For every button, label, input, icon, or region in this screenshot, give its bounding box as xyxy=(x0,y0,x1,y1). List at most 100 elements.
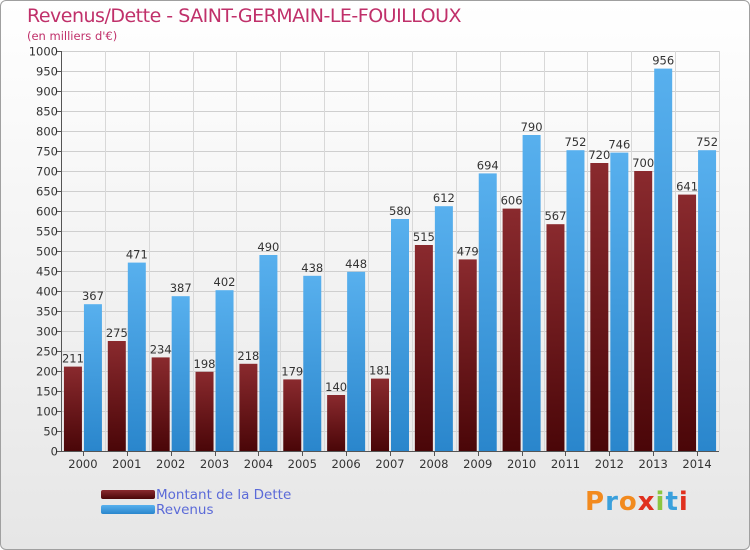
bar-dette-2007 xyxy=(371,378,389,451)
x-tick-label: 2004 xyxy=(244,457,273,471)
bar-dette-2010 xyxy=(502,208,521,451)
bar-dette-2014 xyxy=(678,194,697,451)
bar-dette-2000 xyxy=(63,366,82,451)
bar-dette-2002 xyxy=(151,357,170,451)
data-label: 140 xyxy=(325,380,347,394)
y-tick-label: 450 xyxy=(36,265,58,279)
data-label: 720 xyxy=(588,148,610,162)
legend-item-dette: Montant de la Dette xyxy=(101,486,292,503)
data-label: 448 xyxy=(345,257,367,271)
bar-revenus-2002 xyxy=(171,296,190,451)
bar-dette-2001 xyxy=(107,341,126,451)
y-tick-label: 600 xyxy=(36,205,58,219)
logo-letter: x xyxy=(637,487,656,517)
y-tick-label: 300 xyxy=(36,325,58,339)
x-tick-label: 2006 xyxy=(331,457,360,471)
data-label: 694 xyxy=(477,158,499,172)
bar-dette-2013 xyxy=(634,171,653,451)
data-label: 471 xyxy=(126,248,148,262)
data-label: 179 xyxy=(281,364,303,378)
y-tick-label: 200 xyxy=(36,365,58,379)
y-tick-label: 850 xyxy=(36,105,58,119)
y-tick-label: 250 xyxy=(36,345,58,359)
legend-label-dette: Montant de la Dette xyxy=(156,486,292,503)
x-tick-label: 2012 xyxy=(595,457,624,471)
data-label: 218 xyxy=(237,349,259,363)
y-tick-label: 900 xyxy=(36,85,58,99)
y-tick-label: 550 xyxy=(36,225,58,239)
bar-revenus-2014 xyxy=(698,150,717,451)
bar-dette-2003 xyxy=(195,371,214,451)
data-label: 402 xyxy=(214,275,236,289)
data-label: 198 xyxy=(194,357,216,371)
bar-revenus-2001 xyxy=(127,262,146,451)
y-tick-label: 750 xyxy=(36,145,58,159)
bar-revenus-2000 xyxy=(83,304,102,451)
data-label: 752 xyxy=(696,135,718,149)
x-tick-label: 2000 xyxy=(68,457,97,471)
data-labels: 211 367 275 471 234 387 198 402 218 490 179 438 140 4… xyxy=(62,54,718,394)
bar-revenus-2009 xyxy=(478,173,497,451)
y-tick-label: 1000 xyxy=(29,45,58,59)
data-label: 181 xyxy=(369,364,391,378)
data-label: 387 xyxy=(170,281,192,295)
data-label: 490 xyxy=(257,240,279,254)
y-tick-label: 0 xyxy=(51,445,58,459)
data-label: 700 xyxy=(632,156,654,170)
y-tick-label: 800 xyxy=(36,125,58,139)
bar-revenus-2007 xyxy=(391,219,409,451)
y-axis: 0 50 100 150 200 250 300 350 400 450 500 550 600 650 7… xyxy=(29,45,62,459)
bar-dette-2006 xyxy=(327,395,346,451)
data-label: 612 xyxy=(433,191,455,205)
y-tick-label: 150 xyxy=(36,385,58,399)
logo-letter: i xyxy=(655,487,666,517)
x-tick-label: 2001 xyxy=(112,457,141,471)
data-label: 567 xyxy=(544,209,566,223)
data-label: 234 xyxy=(150,342,172,356)
x-tick-label: 2011 xyxy=(551,457,580,471)
bar-revenus-2004 xyxy=(259,255,278,451)
data-label: 790 xyxy=(521,120,543,134)
bar-dette-2011 xyxy=(546,224,565,451)
x-tick-label: 2009 xyxy=(463,457,492,471)
data-label: 275 xyxy=(106,326,128,340)
chart-subtitle: (en milliers d'€) xyxy=(27,29,118,43)
bar-revenus-2005 xyxy=(303,275,322,451)
bars xyxy=(63,68,717,451)
x-tick-label: 2008 xyxy=(419,457,448,471)
x-tick-label: 2003 xyxy=(200,457,229,471)
bar-revenus-2012 xyxy=(610,152,629,451)
chart-title: Revenus/Dette - SAINT-GERMAIN-LE-FOUILLO… xyxy=(27,5,462,27)
bar-dette-2005 xyxy=(283,379,302,451)
bar-revenus-2006 xyxy=(347,271,366,451)
x-tick-label: 2014 xyxy=(682,457,711,471)
data-label: 746 xyxy=(608,138,630,152)
data-label: 367 xyxy=(82,289,104,303)
bar-dette-2004 xyxy=(239,363,258,451)
bar-revenus-2013 xyxy=(654,68,673,451)
y-tick-label: 100 xyxy=(36,405,58,419)
bar-revenus-2008 xyxy=(434,206,453,451)
y-tick-label: 400 xyxy=(36,285,58,299)
bar-dette-2008 xyxy=(414,245,433,451)
bar-dette-2009 xyxy=(458,259,477,451)
legend-label-revenus: Revenus xyxy=(156,501,214,518)
x-axis: 2000 2001 2002 2003 2004 2005 2006 2007 2008 2009… xyxy=(61,451,719,471)
data-label: 515 xyxy=(413,230,435,244)
legend-swatch-revenus xyxy=(101,505,155,514)
logo-letter: P xyxy=(585,487,606,517)
x-tick-label: 2007 xyxy=(375,457,404,471)
x-tick-label: 2013 xyxy=(639,457,668,471)
legend-swatch-dette xyxy=(101,490,155,499)
grid-lines xyxy=(61,51,720,452)
y-tick-label: 950 xyxy=(36,65,58,79)
bar-revenus-2011 xyxy=(566,150,585,451)
data-label: 752 xyxy=(564,135,586,149)
logo-letter: i xyxy=(678,487,689,517)
data-label: 956 xyxy=(652,54,674,68)
y-tick-label: 700 xyxy=(36,165,58,179)
bar-dette-2012 xyxy=(590,163,609,451)
bar-revenus-2003 xyxy=(215,290,234,451)
